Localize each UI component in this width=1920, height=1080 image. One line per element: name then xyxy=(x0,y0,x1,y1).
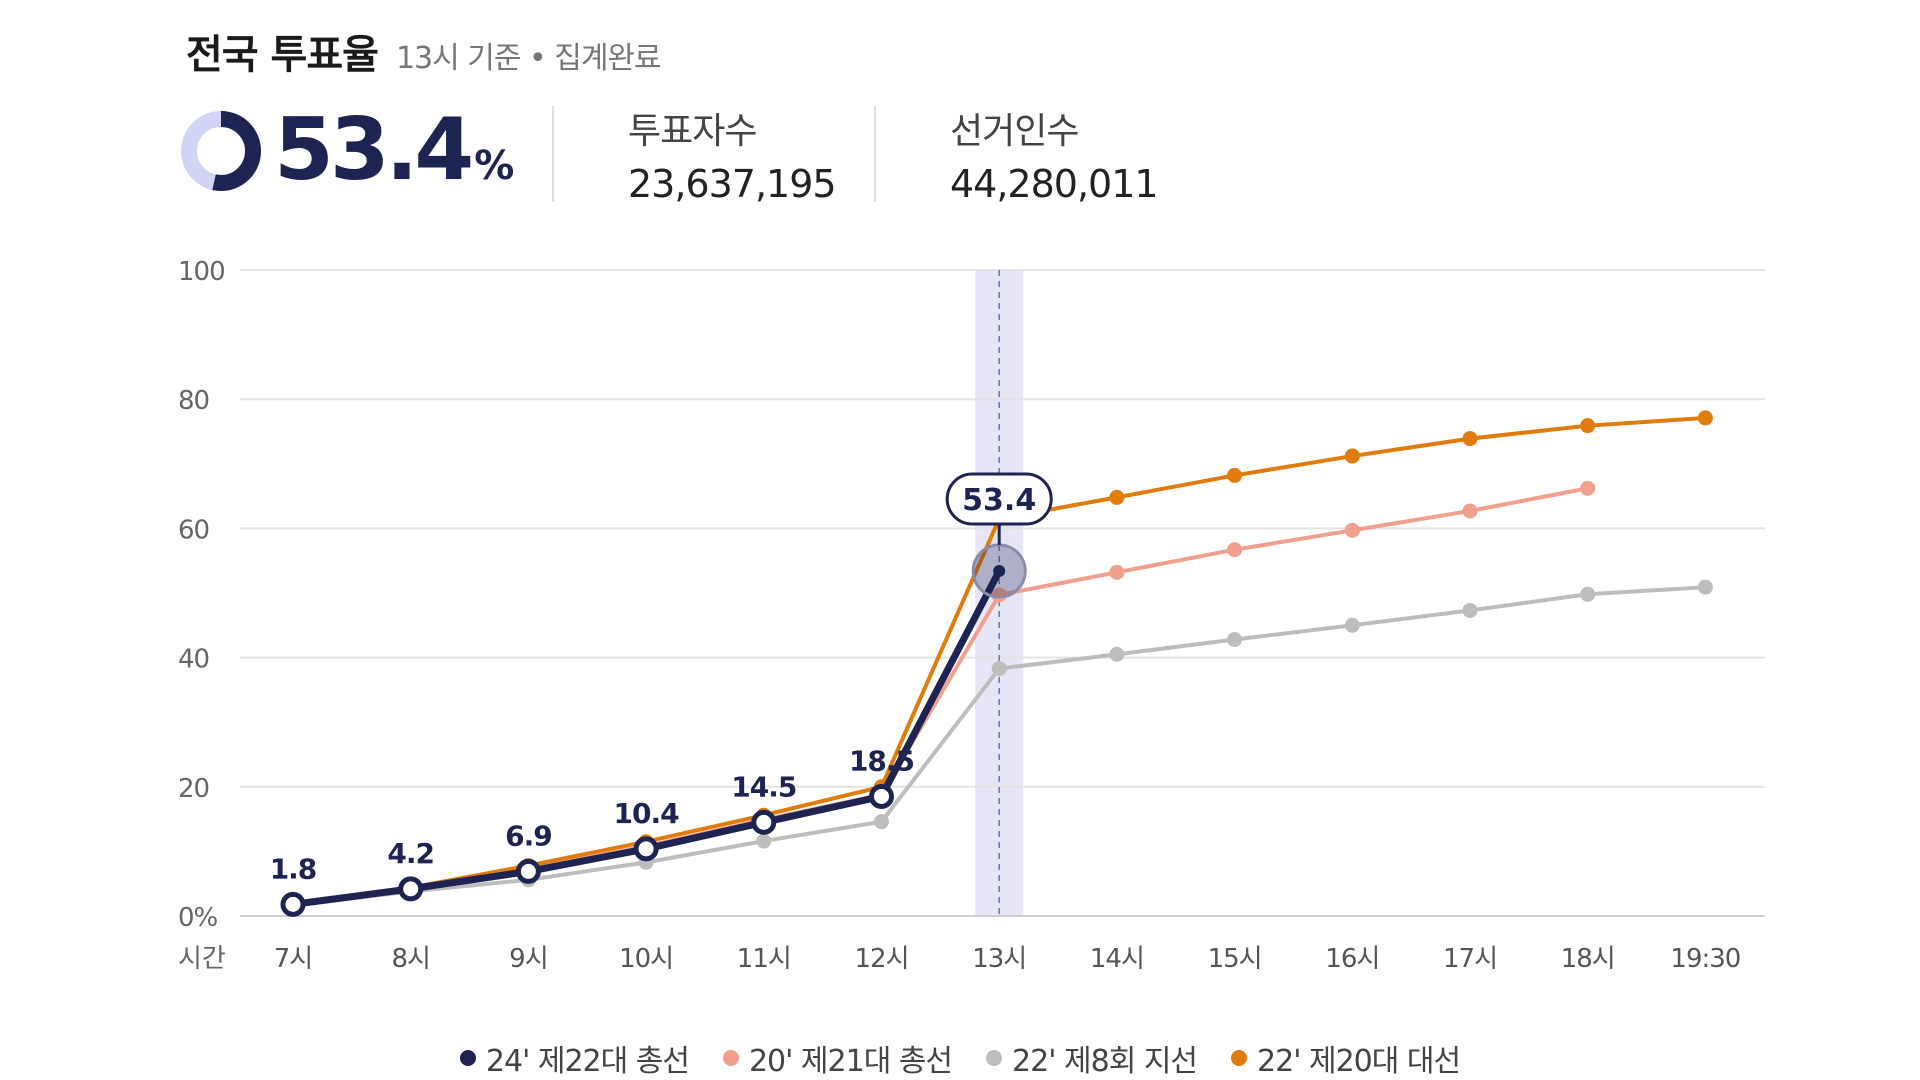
legend-label: 22' 제20대 대선 xyxy=(1257,1044,1461,1079)
turnout-rate-unit: % xyxy=(474,143,515,189)
data-point xyxy=(874,814,889,830)
y-tick-label: 80 xyxy=(178,386,209,416)
data-point xyxy=(1462,602,1478,618)
summary-divider xyxy=(874,106,876,202)
data-point xyxy=(869,783,894,809)
y-tick-label: 60 xyxy=(178,515,209,545)
x-tick-label: 11시 xyxy=(737,944,791,974)
data-point xyxy=(1344,448,1360,464)
legend-label: 24' 제22대 총선 xyxy=(485,1044,690,1079)
legend-dot-icon xyxy=(986,1050,1003,1066)
voters-label: 투표자수 xyxy=(628,111,757,152)
current-value-callout xyxy=(945,472,1053,526)
legend-label: 20' 제21대 총선 xyxy=(748,1044,953,1079)
legend-dot-icon xyxy=(1231,1050,1248,1066)
data-point xyxy=(1580,418,1596,434)
data-label: 6.9 xyxy=(505,819,552,852)
legend-item: 24' 제22대 총선 xyxy=(459,1036,690,1080)
data-label: 14.5 xyxy=(731,770,796,803)
data-point xyxy=(756,833,772,849)
x-tick-label: 15시 xyxy=(1208,944,1262,974)
summary-divider xyxy=(552,106,554,202)
page-title: 전국 투표율 xyxy=(186,32,379,78)
data-label: 1.8 xyxy=(270,852,317,885)
data-point xyxy=(1697,410,1713,426)
x-tick-label: 13시 xyxy=(972,944,1026,974)
turnout-line-chart: 0% 20 40 60 80 100 시간 7시 8시 9시 10시 11시 12시 13시 14시 15시 1… xyxy=(178,257,1765,974)
y-tick-label: 0% xyxy=(178,903,218,933)
series-line xyxy=(291,486,1590,906)
data-point xyxy=(1580,480,1596,496)
legend-item: 20' 제21대 총선 xyxy=(722,1036,953,1080)
data-point xyxy=(1227,632,1243,648)
data-point xyxy=(1227,467,1243,483)
current-value-label: 53.4 xyxy=(962,483,1036,518)
x-tick-label: 16시 xyxy=(1325,944,1379,974)
summary-panel: 53.4 % 투표자수 23,637,195 선거인수 44,280,011 xyxy=(178,100,1178,210)
turnout-rate: 53.4 % xyxy=(274,100,514,200)
data-point xyxy=(1344,522,1360,538)
y-tick-label: 100 xyxy=(178,257,225,287)
x-tick-label: 14시 xyxy=(1090,944,1144,974)
data-point xyxy=(280,891,306,917)
data-point xyxy=(751,809,777,835)
data-point xyxy=(1344,617,1360,633)
y-tick-label: 40 xyxy=(178,645,209,675)
electorate-label: 선거인수 xyxy=(950,111,1079,152)
x-tick-label: 12시 xyxy=(854,944,908,974)
data-point xyxy=(991,587,1007,603)
data-label: 4.2 xyxy=(387,837,434,870)
x-tick-label: 9시 xyxy=(509,944,547,974)
data-point xyxy=(515,858,541,884)
x-tick-label: 8시 xyxy=(391,944,429,974)
y-tick-label: 20 xyxy=(178,774,209,804)
data-point xyxy=(398,876,424,902)
page-subtitle: 13시 기준 • 집계완료 xyxy=(395,41,662,76)
data-point xyxy=(1580,586,1596,602)
data-point xyxy=(1227,542,1243,558)
data-point xyxy=(1109,564,1125,580)
voters-value: 23,637,195 xyxy=(628,162,837,206)
current-point xyxy=(993,565,1006,578)
legend-dot-icon xyxy=(459,1050,476,1066)
x-axis-label: 시간 xyxy=(178,944,226,974)
x-tick-label: 19:30 xyxy=(1670,944,1740,974)
data-point xyxy=(1109,646,1125,662)
turnout-donut-fill xyxy=(181,111,261,191)
data-point xyxy=(991,661,1007,677)
legend-item: 22' 제8회 지선 xyxy=(986,1036,1198,1080)
turnout-rate-value: 53.4 xyxy=(274,100,474,200)
turnout-donut-icon xyxy=(181,111,261,191)
data-point xyxy=(1697,579,1713,595)
data-point xyxy=(633,836,659,862)
electorate-stat: 선거인수 44,280,011 xyxy=(950,102,1159,206)
x-tick-label: 10시 xyxy=(619,944,673,974)
voters-stat: 투표자수 23,637,195 xyxy=(628,102,837,206)
data-label: 18.5 xyxy=(849,744,914,777)
data-point xyxy=(1462,431,1478,447)
legend-item: 22' 제20대 대선 xyxy=(1231,1036,1461,1080)
data-point xyxy=(1462,503,1478,519)
x-tick-label: 17시 xyxy=(1443,944,1497,974)
data-point xyxy=(1109,489,1125,505)
electorate-value: 44,280,011 xyxy=(950,162,1159,206)
chart-legend: 24' 제22대 총선 20' 제21대 총선 22' 제8회 지선 22' 제20대… xyxy=(0,1036,1920,1080)
legend-label: 22' 제8회 지선 xyxy=(1012,1044,1198,1079)
x-tick-label: 7시 xyxy=(274,944,312,974)
x-tick-label: 18시 xyxy=(1561,944,1615,974)
header: 전국 투표율 13시 기준 • 집계완료 xyxy=(186,22,662,80)
data-label: 10.4 xyxy=(614,797,680,830)
legend-dot-icon xyxy=(722,1050,739,1066)
